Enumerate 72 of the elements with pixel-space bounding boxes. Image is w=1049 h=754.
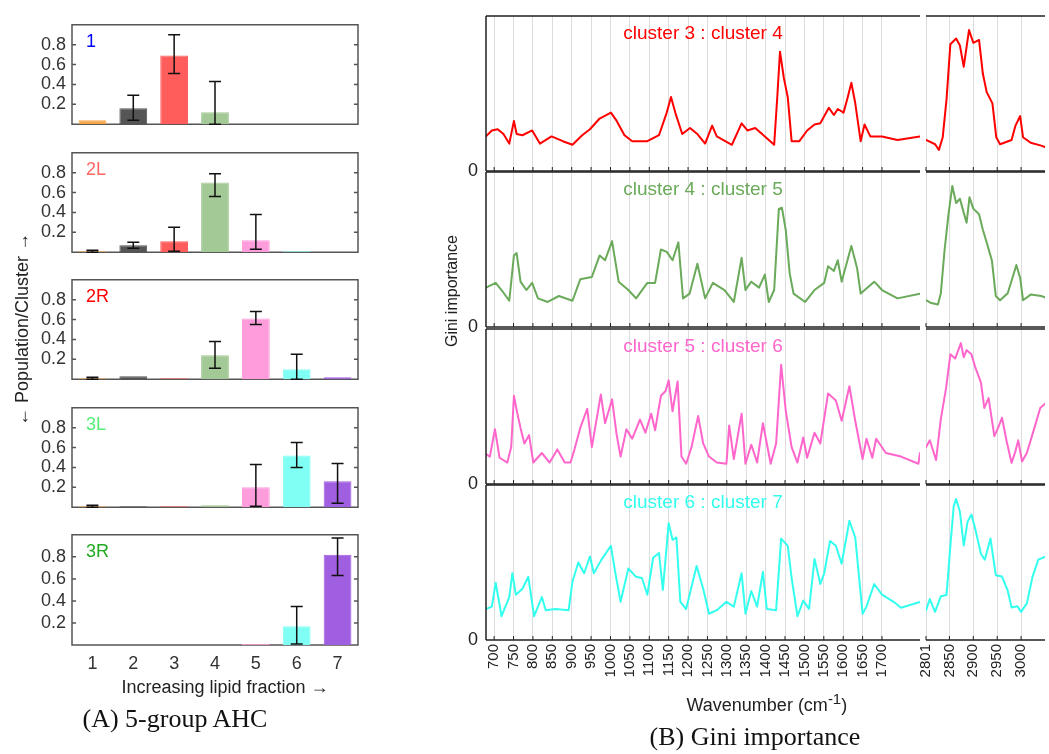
x-tick-label: 1600 — [833, 643, 851, 678]
y-tick-label: 0.4 — [40, 328, 66, 349]
x-tick-label: 1 — [87, 652, 98, 673]
y-tick-label: 0.4 — [40, 589, 66, 610]
y-tick-label: 0.2 — [40, 475, 66, 496]
y-tick-label: 0.2 — [40, 220, 66, 241]
x-tick-label: 1700 — [872, 643, 890, 678]
x-tick-label: 6 — [291, 652, 302, 673]
text: 0 — [467, 316, 478, 337]
y-tick-label: 0.2 — [40, 93, 66, 114]
x-tick-label: 1500 — [794, 643, 812, 678]
x-tick-label: 1050 — [620, 643, 638, 678]
x-tick-label: 2950 — [987, 643, 1005, 678]
x-axis-title: Wavenumber (cm$^{-1}$) — [686, 689, 848, 716]
y-tick-label: 0.8 — [40, 288, 66, 309]
text: (B) Gini importance — [649, 721, 861, 752]
y-tick-label: 0.4 — [40, 455, 66, 476]
x-tick-label: 850 — [542, 643, 560, 669]
x-tick-label: 800 — [523, 643, 541, 669]
chart-title: cluster 5 : cluster 6 — [623, 334, 783, 356]
x-tick-label: 1200 — [678, 643, 696, 678]
y-axis-title: ← Population/Cluster → — [11, 232, 33, 427]
y-tick-label: 0.6 — [40, 436, 66, 457]
x-tick-label: 2850 — [939, 643, 957, 678]
text: 0 — [467, 472, 478, 493]
x-axis-title: Increasing lipid fraction → — [121, 677, 329, 698]
y-tick-label: 0.6 — [40, 181, 66, 202]
x-tick-label: 1650 — [852, 643, 870, 678]
x-tick-label: 1000 — [600, 643, 618, 678]
x-tick-label: 1100 — [639, 643, 657, 677]
x-tick-label: 1350 — [736, 643, 754, 678]
x-tick-label: 2801 — [916, 643, 934, 678]
y-tick-label: 0.2 — [40, 348, 66, 369]
x-tick-label: 1300 — [716, 643, 734, 678]
chart-title: cluster 3 : cluster 4 — [623, 21, 784, 43]
x-tick-label: 1550 — [813, 643, 831, 678]
text: 0 — [467, 159, 478, 180]
text: (A) 5-group AHC — [82, 704, 268, 734]
x-tick-label: 1400 — [755, 643, 773, 678]
x-tick-label: 700 — [484, 643, 502, 669]
chart-title: cluster 4 : cluster 5 — [623, 178, 783, 200]
x-tick-label: 3 — [169, 652, 180, 673]
y-tick-label: 0.6 — [40, 567, 66, 588]
x-tick-label: 7 — [332, 652, 343, 673]
y-tick-label: 0.8 — [40, 416, 66, 437]
y-tick-label: 0.2 — [40, 611, 66, 632]
x-tick-label: 3000 — [1011, 643, 1029, 678]
y-tick-label: 0.6 — [40, 53, 66, 74]
y-tick-label: 0.8 — [40, 545, 66, 566]
x-tick-label: 5 — [250, 652, 261, 673]
chart-title: 3R — [86, 540, 110, 561]
y-tick-label: 0.4 — [40, 73, 66, 94]
x-tick-label: 2900 — [963, 643, 981, 678]
text: 0 — [467, 628, 478, 649]
x-tick-label: 1250 — [697, 643, 715, 678]
x-tick-label: 1150 — [658, 643, 676, 677]
chart-title: 2R — [86, 285, 110, 306]
x-tick-label: 1450 — [775, 643, 793, 678]
x-tick-label: 900 — [561, 643, 579, 669]
y-tick-label: 0.8 — [40, 33, 66, 54]
y-tick-label: 0.4 — [40, 200, 66, 221]
chart-title: 3L — [86, 413, 107, 434]
x-tick-label: 950 — [581, 643, 599, 669]
x-tick-label: 750 — [503, 643, 521, 669]
chart-title: 1 — [86, 30, 97, 51]
chart-title: 2L — [86, 158, 107, 179]
y-tick-label: 0.6 — [40, 308, 66, 329]
x-tick-label: 4 — [209, 652, 221, 673]
y-tick-label: 0.8 — [40, 161, 66, 182]
y-axis-title: Gini importance — [443, 235, 461, 348]
chart-title: cluster 6 : cluster 7 — [623, 490, 783, 512]
x-tick-label: 2 — [128, 652, 139, 673]
